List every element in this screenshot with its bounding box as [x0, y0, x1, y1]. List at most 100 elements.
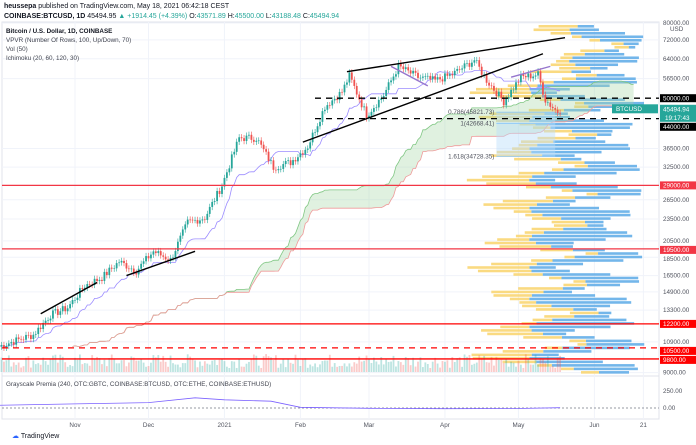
volume-bar: [64, 362, 67, 372]
legend-indicator-ichimoku[interactable]: Ichimoku (20, 60, 120, 30): [6, 55, 80, 62]
volume-bar: [201, 365, 204, 372]
candle-body: [404, 67, 407, 70]
candle-body: [395, 74, 397, 77]
volume-bar: [135, 360, 138, 372]
vp-bar-up: [544, 171, 617, 175]
volume-bar: [115, 363, 118, 372]
candle-body: [186, 219, 189, 225]
candle-body: [12, 342, 15, 345]
vp-bar-up: [535, 122, 633, 126]
candle-body: [159, 251, 162, 256]
volume-bar: [199, 361, 201, 372]
volume-bar: [505, 359, 508, 372]
volume-bar: [336, 366, 339, 372]
price-tick-label: 20500.00: [663, 238, 690, 245]
volume-bar: [159, 361, 162, 372]
level-tag-label: 44000.00: [663, 124, 690, 131]
candle-body: [377, 99, 380, 108]
candle-body: [301, 153, 304, 155]
legend-indicator-vpvr[interactable]: VPVR (Number Of Rows, 100, Up/Down, 70): [6, 37, 132, 44]
volume-bar: [257, 365, 260, 372]
ichimoku-base-line: [0, 70, 561, 347]
vp-bar-up: [544, 112, 568, 115]
volume-bar: [39, 364, 42, 372]
price-tick-label: 32500.00: [663, 164, 690, 171]
candle-body: [502, 98, 505, 106]
candle-body: [130, 268, 133, 270]
candle-body: [299, 153, 302, 158]
volume-bar: [3, 361, 5, 372]
candle-body: [49, 318, 52, 321]
candle-body: [542, 82, 544, 95]
volume-bar: [424, 362, 427, 372]
volume-bar: [485, 362, 488, 372]
fib-zone: [496, 112, 556, 157]
volume-bar: [71, 366, 74, 372]
candle-body: [478, 60, 481, 67]
candle-body: [191, 219, 194, 221]
candle-body: [93, 278, 96, 285]
vp-bar-up: [536, 203, 570, 206]
vp-bar-down: [543, 129, 572, 133]
candle-body: [336, 98, 339, 101]
candle-body: [422, 76, 424, 78]
vp-bar-up: [531, 294, 596, 297]
vp-bar-down: [551, 220, 585, 224]
candle-body: [162, 255, 165, 257]
candle-body: [471, 62, 473, 67]
candle-body: [118, 262, 120, 264]
symbol: COINBASE:BTCUSD, 1D: [4, 13, 86, 20]
vp-bar-up: [542, 273, 611, 276]
vp-bar-up: [532, 115, 570, 119]
candle-body: [382, 96, 385, 99]
vp-bar-up: [570, 31, 626, 35]
volume-bar: [110, 354, 113, 372]
candle-body: [277, 169, 280, 171]
vp-bar-down: [525, 213, 543, 217]
candle-body: [235, 141, 238, 152]
vp-bar-down: [497, 94, 542, 98]
vp-bar-up: [598, 252, 639, 255]
vp-bar-down: [531, 259, 553, 262]
candle-body: [135, 272, 138, 275]
vp-bar-down: [611, 42, 624, 46]
candle-body: [101, 279, 103, 281]
publish-info: heussepa published on TradingView.com, M…: [4, 3, 229, 10]
volume-bar: [473, 363, 476, 372]
candle-body: [434, 76, 437, 80]
volume-bar: [515, 366, 517, 372]
candle-body: [98, 279, 101, 282]
volume-bar: [194, 360, 196, 372]
vp-bar-down: [525, 185, 551, 189]
volume-bar: [56, 362, 59, 372]
volume-bar: [240, 366, 243, 372]
candle-body: [177, 241, 179, 252]
vp-bar-down: [581, 371, 599, 374]
volume-bar: [54, 354, 57, 372]
vp-bar-down: [507, 84, 538, 88]
volume-bar: [69, 365, 71, 372]
vp-bar-down: [524, 231, 544, 234]
legend-indicator-vol[interactable]: Vol (50): [6, 46, 28, 53]
vp-bar-up: [563, 108, 601, 112]
candle-body: [113, 268, 116, 269]
volume-bar: [267, 356, 270, 372]
candle-body: [321, 111, 324, 122]
high-value: 45500.00: [234, 13, 264, 20]
candle-body: [456, 68, 459, 71]
candle-body: [417, 72, 419, 78]
vp-bar-up: [532, 175, 576, 178]
volume-bar: [15, 364, 18, 372]
candle-body: [201, 219, 204, 221]
candle-body: [27, 334, 30, 336]
vp-bar-up: [573, 308, 597, 311]
candle-body: [74, 299, 76, 301]
vp-bar-up: [563, 168, 640, 171]
vp-bar-up: [575, 196, 611, 199]
volume-bar: [132, 357, 135, 372]
candle-body: [42, 322, 45, 330]
chart-legend: Bitcoin / U.S. Dollar, 1D, COINBASE VPVR…: [6, 27, 131, 63]
volume-bar: [395, 366, 397, 372]
vp-bar-up: [529, 178, 556, 182]
